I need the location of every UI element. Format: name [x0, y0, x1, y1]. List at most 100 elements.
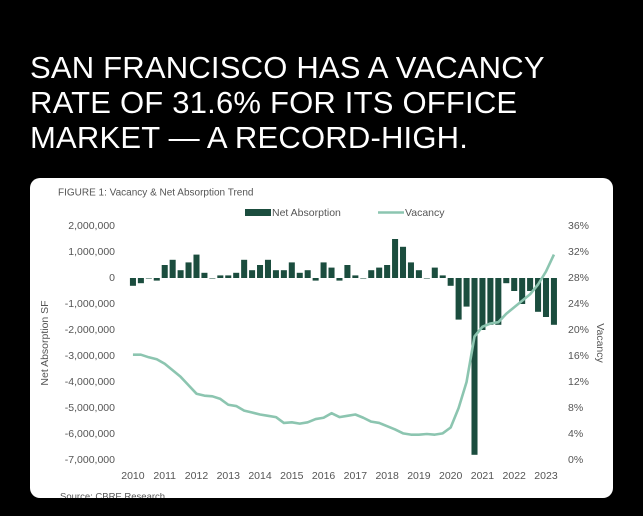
bar — [511, 278, 518, 291]
y-tick-label: -5,000,000 — [65, 402, 115, 414]
bar — [129, 278, 136, 286]
bar — [185, 262, 192, 278]
bar — [137, 278, 144, 284]
bar — [249, 270, 256, 278]
legend-swatch — [245, 209, 271, 216]
bar — [519, 278, 526, 304]
bar — [471, 278, 478, 455]
bar — [169, 259, 176, 278]
x-tick-label: 2023 — [534, 470, 558, 482]
x-tick-label: 2013 — [217, 470, 241, 482]
bar — [392, 239, 399, 278]
bar — [328, 267, 335, 278]
y-tick-label: -2,000,000 — [65, 324, 115, 336]
bar — [344, 265, 351, 278]
x-tick-label: 2019 — [407, 470, 431, 482]
bar — [225, 275, 232, 278]
line — [132, 254, 556, 436]
bar — [360, 278, 367, 279]
x-tick-label: 2021 — [471, 470, 495, 482]
bar — [376, 267, 383, 278]
bar — [439, 275, 446, 278]
bar — [264, 259, 271, 278]
bar — [233, 272, 240, 278]
bar — [272, 270, 279, 278]
bar — [487, 278, 494, 325]
bar — [455, 278, 462, 320]
y-tick-label: -6,000,000 — [65, 428, 115, 440]
bar — [201, 272, 208, 278]
plot: FIGURE 1: Vacancy & Net Absorption Trend… — [39, 188, 606, 503]
x-tick-label: 2010 — [121, 470, 145, 482]
x-tick-label: 2016 — [312, 470, 336, 482]
legend-label: Net Absorption — [272, 207, 341, 219]
bar — [193, 254, 200, 278]
bar — [217, 275, 224, 278]
bar — [177, 270, 184, 278]
y-tick-label: -1,000,000 — [65, 298, 115, 310]
headline: SAN FRANCISCO HAS A VACANCY RATE OF 31.6… — [30, 50, 545, 155]
bar — [542, 278, 550, 317]
bar — [257, 265, 264, 278]
bar — [288, 262, 295, 278]
y2-axis-title: Vacancy — [594, 323, 606, 363]
x-tick-label: 2012 — [185, 470, 209, 482]
x-tick-label: 2015 — [280, 470, 304, 482]
bar — [423, 278, 430, 279]
bar — [535, 278, 542, 312]
bar — [495, 278, 502, 325]
y2-tick-label: 16% — [568, 350, 589, 362]
bar — [447, 278, 454, 286]
x-tick-label: 2020 — [439, 470, 463, 482]
x-tick-label: 2022 — [503, 470, 527, 482]
y-tick-label: 2,000,000 — [68, 220, 115, 232]
y2-tick-label: 36% — [568, 220, 589, 232]
bar — [312, 278, 319, 281]
bar — [336, 278, 343, 281]
card — [30, 178, 613, 498]
bar — [304, 270, 311, 278]
bar — [503, 278, 510, 284]
legend-label: Vacancy — [405, 207, 445, 219]
bar — [415, 270, 422, 278]
bar — [463, 278, 470, 307]
bar — [399, 246, 407, 278]
bar — [209, 278, 216, 279]
y-tick-label: -4,000,000 — [65, 376, 115, 388]
y-tick-label: 1,000,000 — [68, 246, 115, 258]
y-axis-title: Net Absorption SF — [39, 300, 51, 385]
bar — [384, 265, 391, 278]
chart-title: FIGURE 1: Vacancy & Net Absorption Trend — [58, 188, 253, 199]
y2-tick-label: 0% — [568, 454, 583, 466]
y2-tick-label: 28% — [568, 272, 589, 284]
source: Source: CBRE Research — [60, 492, 165, 503]
y-tick-label: -7,000,000 — [65, 454, 115, 466]
bar — [241, 259, 248, 278]
y2-tick-label: 12% — [568, 376, 589, 388]
y2-tick-label: 32% — [568, 246, 589, 258]
y-tick-label: 0 — [109, 272, 115, 284]
x-tick-label: 2018 — [375, 470, 399, 482]
x-tick-label: 2014 — [248, 470, 272, 482]
y2-tick-label: 24% — [568, 298, 589, 310]
bar — [431, 267, 438, 278]
bar — [320, 262, 327, 278]
bar — [153, 278, 160, 281]
y2-tick-label: 8% — [568, 402, 583, 414]
bar — [352, 275, 359, 278]
x-tick-label: 2017 — [344, 470, 368, 482]
bar — [479, 278, 486, 330]
y2-tick-label: 4% — [568, 428, 583, 440]
x-tick-label: 2011 — [153, 470, 176, 482]
bar — [280, 270, 287, 278]
bar — [145, 278, 152, 279]
bar — [550, 278, 557, 325]
y2-tick-label: 20% — [568, 324, 589, 336]
y-tick-label: -3,000,000 — [65, 350, 115, 362]
bar — [368, 270, 375, 278]
bar — [407, 262, 414, 278]
bar — [527, 278, 534, 291]
bar — [296, 272, 303, 278]
